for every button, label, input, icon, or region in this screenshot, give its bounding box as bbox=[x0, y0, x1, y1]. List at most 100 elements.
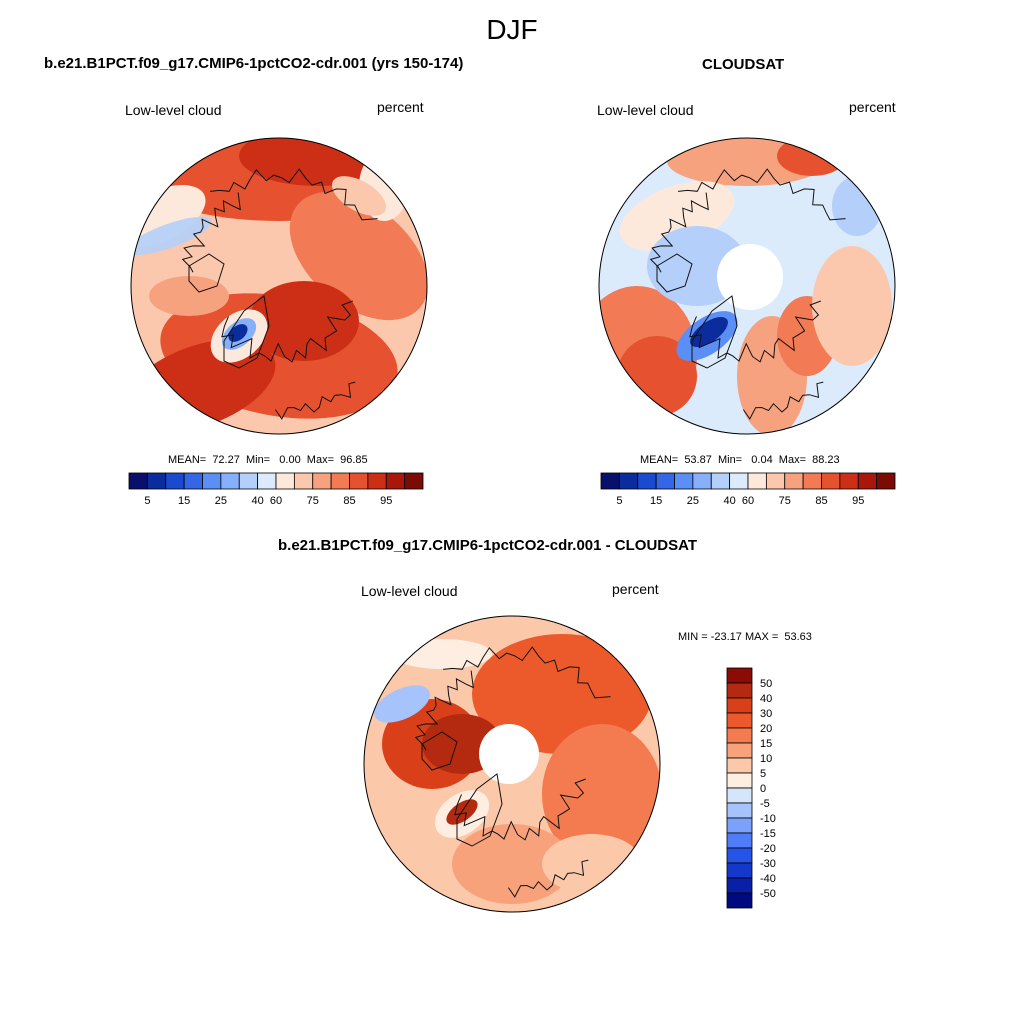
diff-colorbar-tick-label: -20 bbox=[760, 843, 776, 855]
model-colorbar-tick-label: 25 bbox=[215, 495, 227, 507]
obs-colorbar-tick-label: 85 bbox=[815, 495, 827, 507]
model-units-label: percent bbox=[377, 99, 424, 115]
obs-colorbar-tick-label: 95 bbox=[852, 495, 864, 507]
model-colorbar-swatch bbox=[367, 472, 387, 490]
model-colorbar-tick-label: 40 bbox=[252, 495, 264, 507]
obs-colorbar-tick-label: 5 bbox=[616, 495, 622, 507]
diff-colorbar-swatch bbox=[726, 817, 753, 834]
diff-colorbar-tick-label: 20 bbox=[760, 723, 772, 735]
model-colorbar-swatch bbox=[385, 472, 406, 490]
diff-variable-label: Low-level cloud bbox=[361, 583, 458, 599]
obs-colorbar-swatch bbox=[637, 472, 657, 490]
diff-colorbar-swatch bbox=[726, 682, 753, 699]
obs-polar-map bbox=[598, 137, 896, 435]
model-colorbar-tick-label: 85 bbox=[343, 495, 355, 507]
diff-units-label: percent bbox=[612, 581, 659, 597]
obs-colorbar-swatch bbox=[821, 472, 841, 490]
obs-colorbar-swatch bbox=[710, 472, 731, 490]
diff-colorbar-tick-label: 5 bbox=[760, 768, 766, 780]
map-boundary bbox=[598, 137, 896, 435]
obs-colorbar-swatch bbox=[876, 472, 896, 490]
diff-colorbar-swatch bbox=[726, 847, 753, 864]
obs-colorbar-tick-label: 15 bbox=[650, 495, 662, 507]
diff-colorbar-tick-label: -5 bbox=[760, 798, 770, 810]
obs-colorbar-swatch bbox=[674, 472, 694, 490]
obs-colorbar-swatch bbox=[802, 472, 822, 490]
obs-colorbar-tick-label: 25 bbox=[687, 495, 699, 507]
model-colorbar-swatch bbox=[293, 472, 314, 490]
diff-colorbar-swatch bbox=[726, 697, 753, 714]
model-colorbar-swatch bbox=[183, 472, 203, 490]
diff-colorbar-tick-label: -50 bbox=[760, 888, 776, 900]
diff-colorbar-tick-label: -40 bbox=[760, 873, 776, 885]
diff-colorbar-tick-label: 0 bbox=[760, 783, 766, 795]
diff-colorbar-tick-label: 40 bbox=[760, 693, 772, 705]
model-panel-title: b.e21.B1PCT.f09_g17.CMIP6-1pctCO2-cdr.00… bbox=[44, 55, 464, 72]
model-variable-label: Low-level cloud bbox=[125, 102, 222, 118]
obs-colorbar-tick-label: 75 bbox=[779, 495, 791, 507]
diff-colorbar-swatch bbox=[726, 892, 753, 909]
model-colorbar-swatch bbox=[165, 472, 185, 490]
obs-colorbar-swatch bbox=[729, 472, 749, 490]
obs-colorbar-tick-label: 40 bbox=[724, 495, 736, 507]
obs-colorbar-swatch bbox=[857, 472, 878, 490]
model-colorbar-swatch bbox=[146, 472, 167, 490]
obs-colorbar-swatch bbox=[692, 472, 712, 490]
diff-colorbar-swatch bbox=[726, 667, 753, 684]
model-colorbar-tick-label: 15 bbox=[178, 495, 190, 507]
model-polar-map bbox=[130, 137, 428, 435]
diff-colorbar-tick-label: -30 bbox=[760, 858, 776, 870]
figure-title: DJF bbox=[486, 14, 538, 45]
model-colorbar-swatch bbox=[128, 472, 148, 490]
obs-colorbar-swatch bbox=[618, 472, 639, 490]
diff-colorbar-tick-label: 10 bbox=[760, 753, 772, 765]
model-colorbar-tick-label: 5 bbox=[144, 495, 150, 507]
obs-units-label: percent bbox=[849, 99, 896, 115]
model-colorbar-swatch bbox=[312, 472, 332, 490]
diff-polar-map bbox=[363, 615, 661, 913]
model-colorbar-swatch bbox=[349, 472, 369, 490]
diff-stats: MIN = -23.17 MAX = 53.63 bbox=[678, 631, 812, 643]
obs-colorbar-swatch bbox=[655, 472, 675, 490]
diff-colorbar-swatch bbox=[726, 832, 753, 849]
diff-colorbar-tick-label: -10 bbox=[760, 813, 776, 825]
model-colorbar-swatch bbox=[404, 472, 424, 490]
diff-colorbar-swatch bbox=[726, 802, 753, 819]
map-boundary bbox=[130, 137, 428, 435]
obs-colorbar-swatch bbox=[839, 472, 859, 490]
model-colorbar-swatch bbox=[275, 472, 295, 490]
diff-colorbar-tick-label: 50 bbox=[760, 678, 772, 690]
model-colorbar-swatch bbox=[202, 472, 222, 490]
diff-colorbar-swatch bbox=[726, 787, 753, 804]
obs-stats: MEAN= 53.87 Min= 0.04 Max= 88.23 bbox=[640, 454, 840, 466]
model-stats: MEAN= 72.27 Min= 0.00 Max= 96.85 bbox=[168, 454, 368, 466]
diff-colorbar-swatch bbox=[726, 742, 753, 759]
model-colorbar-tick-label: 75 bbox=[307, 495, 319, 507]
diff-colorbar-tick-label: 30 bbox=[760, 708, 772, 720]
diff-colorbar-swatch bbox=[726, 772, 753, 789]
diff-colorbar-tick-label: 15 bbox=[760, 738, 772, 750]
model-colorbar-swatch bbox=[220, 472, 240, 490]
diff-panel-title: b.e21.B1PCT.f09_g17.CMIP6-1pctCO2-cdr.00… bbox=[278, 537, 698, 554]
diff-colorbar-swatch bbox=[726, 757, 753, 774]
obs-colorbar-swatch bbox=[784, 472, 804, 490]
obs-colorbar-swatch bbox=[765, 472, 786, 490]
model-colorbar-swatch bbox=[330, 472, 350, 490]
model-colorbar: 5 15 25 40 60 75 85 95 bbox=[128, 472, 424, 507]
obs-colorbar-swatch bbox=[747, 472, 767, 490]
diff-colorbar-swatch bbox=[726, 712, 753, 729]
diff-colorbar-tick-label: -15 bbox=[760, 828, 776, 840]
model-colorbar-swatch bbox=[257, 472, 277, 490]
diff-colorbar-swatch bbox=[726, 877, 753, 894]
map-boundary bbox=[363, 615, 661, 913]
diff-colorbar-swatch bbox=[726, 862, 753, 879]
model-colorbar-swatch bbox=[238, 472, 259, 490]
obs-colorbar-tick-label: 60 bbox=[742, 495, 754, 507]
diff-colorbar-swatch bbox=[726, 727, 753, 744]
obs-variable-label: Low-level cloud bbox=[597, 102, 694, 118]
obs-colorbar-swatch bbox=[600, 472, 620, 490]
obs-colorbar: 5 15 25 40 60 75 85 95 bbox=[600, 472, 896, 507]
obs-panel-title: CLOUDSAT bbox=[702, 56, 785, 73]
model-colorbar-tick-label: 95 bbox=[380, 495, 392, 507]
